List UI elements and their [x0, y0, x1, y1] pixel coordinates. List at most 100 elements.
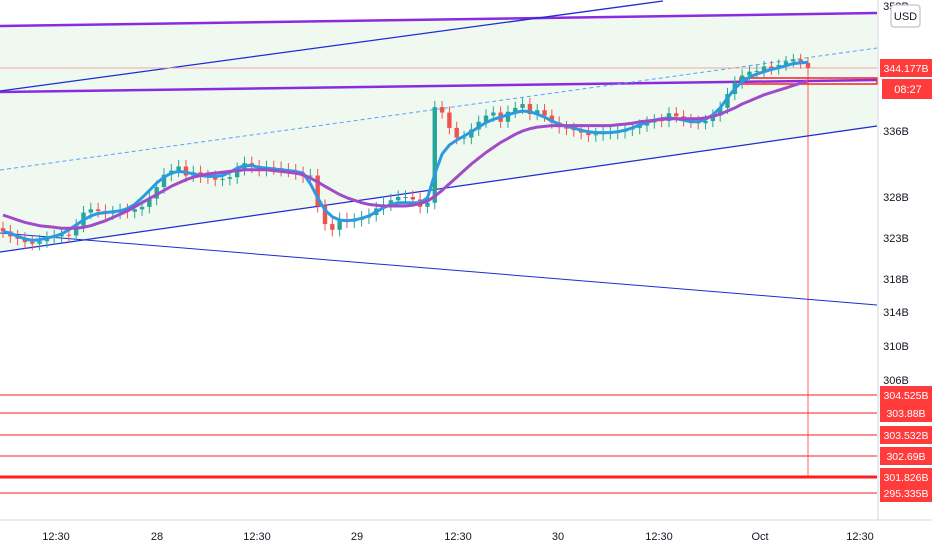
candle-body	[395, 197, 401, 201]
candle-body	[44, 238, 50, 242]
candle	[783, 55, 789, 71]
candle-body	[542, 110, 547, 116]
x-tick-label: 12:30	[846, 531, 874, 543]
candle	[22, 232, 28, 249]
x-tick-label: 28	[151, 531, 163, 543]
candle	[73, 219, 79, 243]
level-price-tag: 301.826B	[880, 468, 932, 486]
candle-body	[739, 75, 745, 83]
lower-trend-line[interactable]	[0, 125, 878, 253]
price-tag-bg	[880, 426, 932, 444]
price-tag-bg	[880, 386, 932, 404]
candle-body	[95, 209, 101, 211]
candle-body	[491, 112, 496, 116]
candle	[234, 162, 240, 184]
level-price-tag: 302.69B	[880, 447, 932, 465]
candle-body	[308, 175, 313, 177]
candle-body	[322, 206, 328, 225]
candle-body	[37, 241, 42, 244]
candle-body	[432, 107, 437, 203]
candle-body	[454, 127, 459, 138]
price-tag-label: 344.177B	[884, 63, 929, 75]
candle	[95, 202, 101, 218]
candle-body	[505, 111, 511, 122]
resistance-line[interactable]	[0, 11, 878, 28]
y-tick-label: 328B	[883, 192, 909, 204]
last-price-tag: 344.177B	[880, 59, 932, 77]
candle-body	[330, 224, 335, 230]
candle-body	[30, 242, 35, 244]
candle	[439, 100, 445, 119]
countdown-label: 08:27	[894, 84, 922, 96]
price-tag-bg	[880, 59, 932, 77]
level-price-tag: 295.335B	[880, 484, 932, 502]
candle	[432, 100, 437, 210]
price-tag-label: 295.335B	[884, 488, 929, 500]
candle-body	[483, 115, 489, 122]
candle-body	[147, 198, 152, 207]
candle-body	[703, 120, 708, 124]
candle-body	[161, 174, 167, 188]
currency-label: USD	[894, 11, 917, 23]
candle-body	[717, 107, 723, 116]
candle	[798, 53, 803, 69]
candle	[754, 65, 759, 78]
candle	[761, 60, 767, 78]
candle	[483, 109, 489, 128]
candle-body	[549, 115, 555, 123]
price-tags-layer: 344.177B 304.525B 303.88B 303.532B 302.69B 30…	[880, 59, 932, 502]
channel-fill	[0, 13, 877, 252]
candle-body	[535, 110, 540, 115]
candle-body	[520, 104, 525, 108]
candle-body	[337, 219, 342, 230]
x-tick-label: 30	[552, 531, 564, 543]
price-tag-label: 303.88B	[886, 408, 925, 420]
x-tick-label: Oct	[751, 531, 768, 543]
y-tick-label: 314B	[883, 307, 909, 319]
candle-body	[176, 166, 181, 171]
support-line[interactable]	[0, 78, 878, 94]
ema-slow-line[interactable]	[2, 79, 809, 230]
candle-body	[403, 197, 408, 198]
candle	[330, 217, 335, 237]
candle-body	[234, 168, 240, 178]
candle-body	[593, 134, 598, 136]
candle-body	[410, 197, 416, 200]
upper-trend-line[interactable]	[0, 0, 664, 92]
candle	[0, 221, 6, 238]
candle-body	[710, 115, 716, 121]
level-price-tag: 303.532B	[880, 426, 932, 444]
candle-body	[73, 225, 79, 236]
candle-body	[637, 125, 642, 128]
candle-body	[59, 234, 64, 237]
price-tag-bg	[880, 404, 932, 422]
candle-body	[388, 200, 394, 205]
y-tick-label: 318B	[883, 274, 909, 286]
ema-series-layer	[2, 60, 809, 242]
level-price-tag: 304.525B	[880, 386, 932, 404]
y-tick-label: 306B	[883, 375, 909, 387]
candle	[322, 199, 328, 231]
candle	[505, 105, 511, 128]
descending-line[interactable]	[0, 232, 878, 306]
y-tick-label: 310B	[883, 341, 909, 353]
price-tag-label: 304.525B	[884, 390, 929, 402]
candle	[527, 97, 533, 121]
currency-badge[interactable]: USD	[890, 4, 921, 28]
candle-body	[227, 177, 233, 179]
y-tick-label: 323B	[883, 233, 909, 245]
candle-body	[805, 62, 811, 68]
candle	[308, 168, 313, 183]
candle-body	[213, 177, 218, 180]
candle-body	[527, 104, 533, 115]
candle-body	[513, 107, 518, 112]
candle-body	[754, 70, 759, 72]
price-tag-bg	[880, 447, 932, 465]
price-tag-label: 302.69B	[886, 451, 925, 463]
candle	[805, 57, 811, 75]
candle	[30, 235, 35, 251]
x-tick-label: 12:30	[243, 531, 271, 543]
candle-body	[0, 228, 6, 232]
